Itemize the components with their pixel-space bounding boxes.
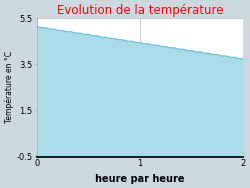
Title: Evolution de la température: Evolution de la température bbox=[57, 4, 223, 17]
Y-axis label: Température en °C: Température en °C bbox=[4, 51, 14, 123]
X-axis label: heure par heure: heure par heure bbox=[95, 174, 185, 184]
